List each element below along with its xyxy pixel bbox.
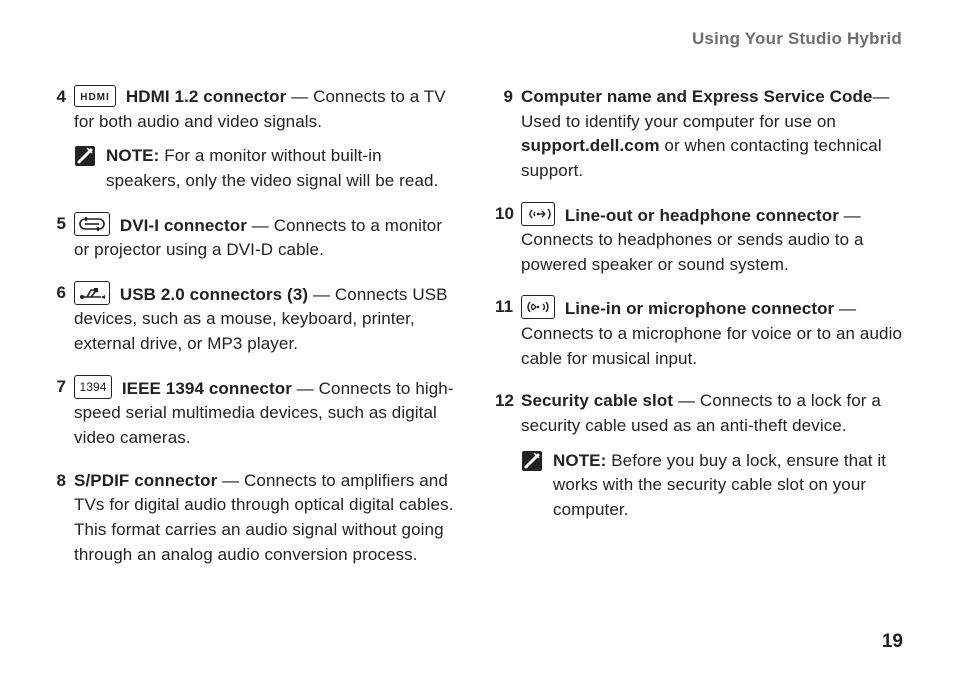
item-number: 5 (48, 212, 74, 237)
item-number: 9 (495, 85, 521, 110)
note-icon (74, 145, 96, 167)
item-title: Line-in or microphone connector (565, 299, 834, 318)
item-body: S/PDIF connector — Connects to amplifier… (74, 469, 459, 568)
page-header: Using Your Studio Hybrid (48, 29, 906, 49)
item-title: Computer name and Express Service Code (521, 87, 872, 106)
list-item: 7 1394 IEEE 1394 connector — Connects to… (48, 375, 459, 451)
item-sep: — (834, 299, 856, 318)
item-sep: — (292, 379, 319, 398)
svg-text:HDMI: HDMI (80, 92, 110, 103)
item-title: Security cable slot (521, 391, 673, 410)
item-title: Line-out or headphone connector (565, 206, 839, 225)
item-body: HDMI HDMI 1.2 connector — Connects to a … (74, 85, 459, 194)
item-sep: — (839, 206, 861, 225)
list-item: 12 Security cable slot — Connects to a l… (495, 389, 906, 522)
list-item: 11 Line-in or microphone connector — Con… (495, 295, 906, 371)
note-text: NOTE: Before you buy a lock, ensure that… (553, 449, 906, 523)
list-item: 4 HDMI HDMI 1.2 connector — Connects to … (48, 85, 459, 194)
item-body: 1394 IEEE 1394 connector — Connects to h… (74, 375, 459, 451)
list-item: 5 DVI-I connector — Connects to a monito… (48, 212, 459, 263)
item-number: 10 (495, 202, 521, 227)
note-label: NOTE: (106, 146, 159, 165)
note-text: NOTE: For a monitor without built-in spe… (106, 144, 459, 193)
item-body: Line-out or headphone connector — Connec… (521, 202, 906, 278)
list-item: 8 S/PDIF connector — Connects to amplifi… (48, 469, 459, 568)
item-desc: Connects to headphones or sends audio to… (521, 230, 864, 274)
hdmi-icon: HDMI (74, 85, 116, 107)
line-in-icon (521, 295, 555, 319)
item-number: 4 (48, 85, 74, 110)
page: Using Your Studio Hybrid 4 HDMI HDMI 1.2… (0, 0, 954, 677)
item-body: DVI-I connector — Connects to a monitor … (74, 212, 459, 263)
note-label: NOTE: (553, 451, 606, 470)
item-number: 7 (48, 375, 74, 400)
list-item: 6 USB 2.0 connectors (3) — C (48, 281, 459, 357)
item-desc-bold: support.dell.com (521, 136, 660, 155)
item-body: Line-in or microphone connector — Connec… (521, 295, 906, 371)
item-title: DVI-I connector (120, 216, 247, 235)
item-sep: — (308, 285, 335, 304)
usb-icon (74, 281, 110, 305)
item-sep: — (217, 471, 244, 490)
item-number: 11 (495, 295, 521, 320)
item-title: USB 2.0 connectors (3) (120, 285, 308, 304)
item-number: 6 (48, 281, 74, 306)
item-sep: — (673, 391, 700, 410)
item-body: Computer name and Express Service Code— … (521, 85, 906, 184)
item-title: S/PDIF connector (74, 471, 217, 490)
page-number: 19 (882, 631, 903, 653)
svg-text:1394: 1394 (79, 380, 106, 394)
item-sep: — (286, 87, 313, 106)
note: NOTE: For a monitor without built-in spe… (74, 144, 459, 193)
item-title: IEEE 1394 connector (122, 379, 292, 398)
line-out-icon (521, 202, 555, 226)
item-number: 8 (48, 469, 74, 494)
item-title: HDMI 1.2 connector (126, 87, 287, 106)
note-icon (521, 450, 543, 472)
item-body: USB 2.0 connectors (3) — Connects USB de… (74, 281, 459, 357)
columns: 4 HDMI HDMI 1.2 connector — Connects to … (48, 85, 906, 585)
left-column: 4 HDMI HDMI 1.2 connector — Connects to … (48, 85, 459, 585)
item-number: 12 (495, 389, 521, 414)
item-sep: — (247, 216, 274, 235)
note: NOTE: Before you buy a lock, ensure that… (521, 449, 906, 523)
right-column: 9 Computer name and Express Service Code… (495, 85, 906, 585)
item-sep: — (872, 87, 889, 106)
dvi-icon (74, 212, 110, 236)
item-desc: Connects to a microphone for voice or to… (521, 324, 902, 368)
item-desc-pre: Used to identify your computer for use o… (521, 112, 836, 131)
ieee1394-icon: 1394 (74, 375, 112, 399)
list-item: 10 Line-out or headphone connector — Con… (495, 202, 906, 278)
item-body: Security cable slot — Connects to a lock… (521, 389, 906, 522)
list-item: 9 Computer name and Express Service Code… (495, 85, 906, 184)
